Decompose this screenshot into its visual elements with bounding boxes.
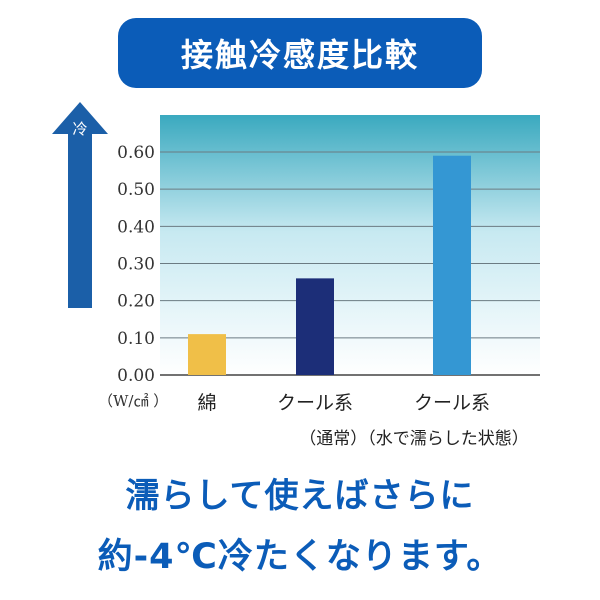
bar-cool-wet	[433, 155, 471, 375]
category-label-cool-normal: クール系	[276, 392, 354, 414]
sub-label: （通常）（水で濡らした状態）	[299, 429, 529, 449]
chart-title: 接触冷感度比較	[118, 18, 482, 88]
bar-chart: 0.00 0.10 0.20 0.30 0.40 0.50 0.60 冷	[52, 102, 540, 386]
bar-cool-normal	[296, 278, 334, 375]
y-tick-label: 0.20	[117, 292, 155, 312]
plot-background	[160, 115, 540, 375]
tagline-line-1: 濡らして使えばさらに	[125, 476, 475, 516]
category-label-cool-wet: クール系	[413, 392, 491, 414]
y-tick-label: 0.60	[117, 143, 155, 163]
y-tick-label: 0.10	[117, 329, 155, 349]
bar-cotton	[188, 334, 226, 375]
cold-arrow-icon: 冷	[52, 102, 108, 308]
category-label-cotton: 綿	[197, 392, 217, 414]
arrow-label: 冷	[72, 120, 87, 138]
y-tick-label: 0.40	[117, 217, 155, 237]
y-tick-label: 0.00	[117, 366, 155, 386]
bars	[188, 155, 471, 375]
y-tick-label: 0.30	[117, 255, 155, 275]
unit-label: （W/㎠ ）	[98, 392, 169, 410]
y-tick-labels: 0.00 0.10 0.20 0.30 0.40 0.50 0.60	[117, 143, 155, 386]
y-tick-label: 0.50	[117, 180, 155, 200]
tagline-line-2: 約-4℃冷たくなります。	[97, 537, 503, 577]
